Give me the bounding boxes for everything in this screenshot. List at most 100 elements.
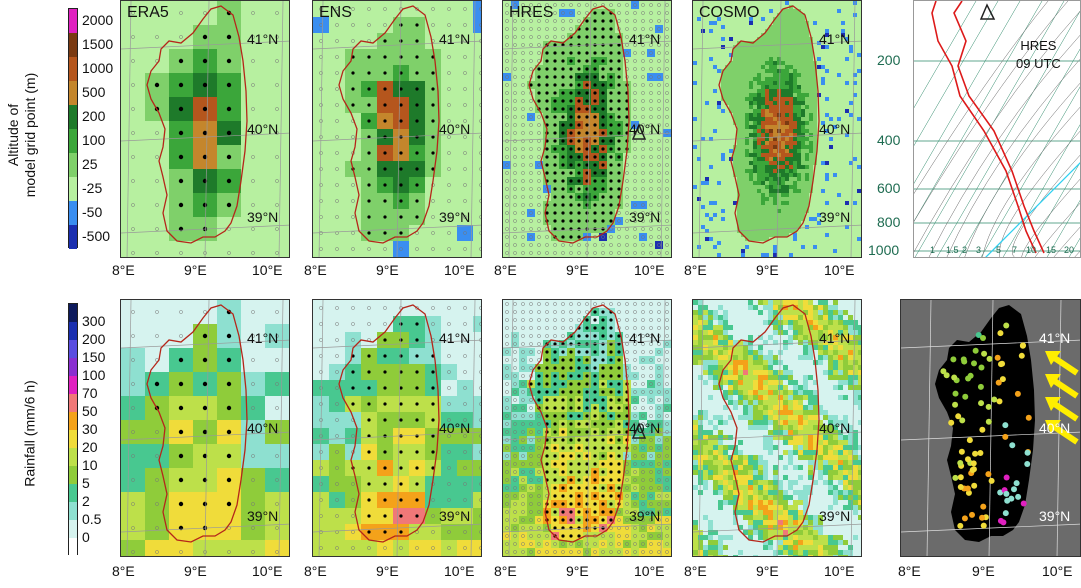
grid-cell [849,133,854,138]
grid-cell [457,145,474,162]
grid-cell [841,121,846,126]
grid-cell [713,221,718,226]
grid-cell [781,105,786,110]
grid-cell [833,125,838,130]
grid-cell [813,17,818,22]
graticule-latitude [121,40,289,50]
grid-point-land [609,195,613,199]
freezing-isotherm [985,162,1080,257]
grid-cell [425,33,442,50]
grid-cell [693,105,698,110]
grid-cell [837,25,842,30]
grid-point-sea [665,107,669,111]
grid-cell [837,1,842,6]
grid-cell [425,209,442,226]
grid-cell [861,81,862,86]
era5-rainfall-panel: 41°N 40°N 39°N [120,299,290,557]
grid-point-sea [505,43,509,47]
grid-point-sea [131,227,135,231]
grid-cell [725,29,730,34]
grid-cell [329,81,346,98]
grid-point-land [553,107,557,111]
grid-cell [777,81,782,86]
grid-cell [655,257,664,258]
grid-cell [717,109,722,114]
grid-point-land [226,58,232,64]
grid-point-land [383,231,387,235]
grid-cell [813,221,818,226]
grid-cell [655,113,664,122]
grid-point-sea [513,163,517,167]
grid-cell [503,41,512,50]
grid-cell [781,181,786,186]
grid-point-land [593,163,597,167]
grid-cell [773,177,778,182]
grid-cell [825,253,830,257]
grid-cell [769,77,774,82]
grid-cell [745,169,750,174]
grid-point-sea [179,251,183,255]
grid-cell [781,29,786,34]
grid-cell [761,249,766,254]
grid-cell [825,169,830,174]
grid-cell [753,25,758,30]
grid-cell [833,49,838,54]
grid-cell [567,25,576,34]
grid-cell [721,217,726,222]
grid-cell [765,161,770,166]
grid-cell [745,57,750,62]
grid-cell [801,101,806,106]
grid-cell [591,241,600,250]
grid-cell [825,53,830,58]
grid-point-land [617,123,621,127]
grid-point-sea [657,99,661,103]
grid-point-sea [521,11,525,15]
grid-cell [857,105,861,110]
grid-cell [789,73,794,78]
grid-cell [849,9,854,14]
grid-point-sea [585,11,589,15]
grid-cell [655,169,664,178]
grid-cell [809,77,814,82]
grid-cell [761,221,766,226]
grid-cell [765,217,770,222]
grid-cell [721,221,726,226]
grid-cell [717,257,722,258]
graticule-latitude [693,132,861,142]
grid-point-land [226,202,232,208]
grid-cell [785,153,790,158]
grid-point-sea [513,123,517,127]
grid-cell [725,145,730,150]
grid-point-sea [203,11,207,15]
colorbar-tick-label: 1000 [82,60,114,76]
grid-cell [473,17,481,34]
grid-cell [393,257,410,258]
grid-cell [289,193,290,218]
grid-point-sea [521,59,525,63]
grid-cell [575,249,584,257]
grid-cell [713,209,718,214]
grid-point-sea [351,135,355,139]
grid-cell [845,153,850,158]
grid-cell [655,201,664,210]
grid-cell [741,97,746,102]
graticule-longitude [660,1,666,257]
grid-cell [639,185,648,194]
grid-cell [511,41,520,50]
grid-cell [753,189,758,194]
grid-cell [765,13,770,18]
grid-point-land [577,83,581,87]
grid-cell [849,93,854,98]
grid-cell [329,17,346,34]
grid-cell [721,29,726,34]
grid-cell [861,33,862,38]
grid-point-land [593,35,597,39]
grid-cell [193,1,218,26]
grid-cell [729,125,734,130]
grid-point-sea [665,67,669,71]
grid-cell [705,117,710,122]
grid-cell [511,17,520,26]
grid-cell [709,17,714,22]
grid-point-land [561,235,565,239]
grid-cell [813,93,818,98]
